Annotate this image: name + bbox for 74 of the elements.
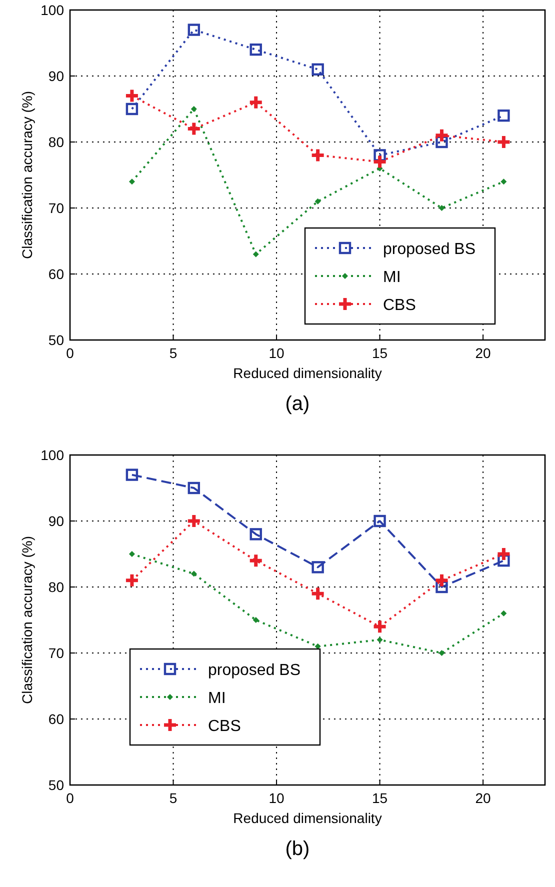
y-axis-title: Classification accuracy (%) <box>19 536 35 704</box>
point <box>190 106 197 112</box>
point <box>312 561 324 574</box>
x-tick-label: 15 <box>372 790 388 806</box>
point <box>372 154 388 170</box>
point <box>252 617 259 623</box>
point <box>500 610 507 616</box>
point <box>434 572 450 588</box>
point <box>496 546 512 562</box>
point <box>498 110 510 122</box>
y-tick-label: 80 <box>48 579 64 595</box>
x-tick-label: 15 <box>372 345 388 361</box>
y-tick-label: 60 <box>48 711 64 727</box>
y-tick-label: 70 <box>48 645 64 661</box>
x-tick-label: 5 <box>169 790 178 806</box>
point <box>310 586 326 602</box>
point <box>186 513 202 529</box>
point <box>188 24 200 36</box>
point <box>496 134 512 150</box>
point <box>438 205 445 211</box>
point <box>124 88 140 104</box>
point <box>248 94 264 110</box>
point <box>498 554 510 567</box>
y-tick-label: 100 <box>40 447 64 463</box>
x-tick-label: 10 <box>268 345 285 361</box>
x-tick-label: 5 <box>169 345 178 361</box>
point <box>314 198 321 204</box>
point <box>310 147 326 163</box>
legend-label: MI <box>383 269 401 286</box>
point <box>124 572 140 588</box>
legend-label: CBS <box>383 297 416 314</box>
x-tick-label: 20 <box>475 345 492 361</box>
text: (b) <box>285 838 310 860</box>
x-axis-title: Reduced dimensionality <box>233 810 382 826</box>
point <box>438 650 445 656</box>
text: (a) <box>285 393 310 415</box>
x-tick-label: 0 <box>66 790 74 806</box>
point <box>436 136 448 148</box>
point <box>128 178 135 185</box>
point <box>252 251 259 258</box>
y-tick-label: 60 <box>48 266 64 282</box>
point <box>374 514 386 528</box>
y-tick-label: 100 <box>40 2 64 18</box>
point <box>128 551 135 557</box>
x-tick-label: 10 <box>268 790 285 806</box>
y-tick-label: 50 <box>48 777 64 793</box>
x-axis-title: Reduced dimensionality <box>233 365 382 381</box>
y-tick-label: 80 <box>48 134 64 150</box>
point <box>126 468 138 481</box>
point <box>434 128 450 144</box>
point <box>312 63 324 76</box>
point <box>376 636 383 643</box>
point <box>186 121 202 137</box>
y-tick-label: 90 <box>48 513 64 529</box>
legend-label: proposed BS <box>208 662 301 679</box>
y-tick-label: 50 <box>48 332 64 348</box>
point <box>126 102 138 116</box>
point <box>250 44 262 56</box>
point <box>190 570 197 577</box>
legend-label: CBS <box>208 718 241 735</box>
x-tick-label: 20 <box>475 790 492 806</box>
y-tick-label: 90 <box>48 68 64 84</box>
point <box>374 149 386 162</box>
point <box>250 528 262 540</box>
legend-label: MI <box>208 690 226 707</box>
point <box>436 580 448 594</box>
y-axis-title: Classification accuracy (%) <box>19 90 35 260</box>
y-tick-label: 70 <box>48 200 64 216</box>
legend-label: proposed BS <box>383 241 476 258</box>
point <box>500 178 507 185</box>
x-tick-label: 0 <box>66 345 74 361</box>
point <box>188 482 200 494</box>
point <box>372 618 388 634</box>
point <box>248 552 264 568</box>
